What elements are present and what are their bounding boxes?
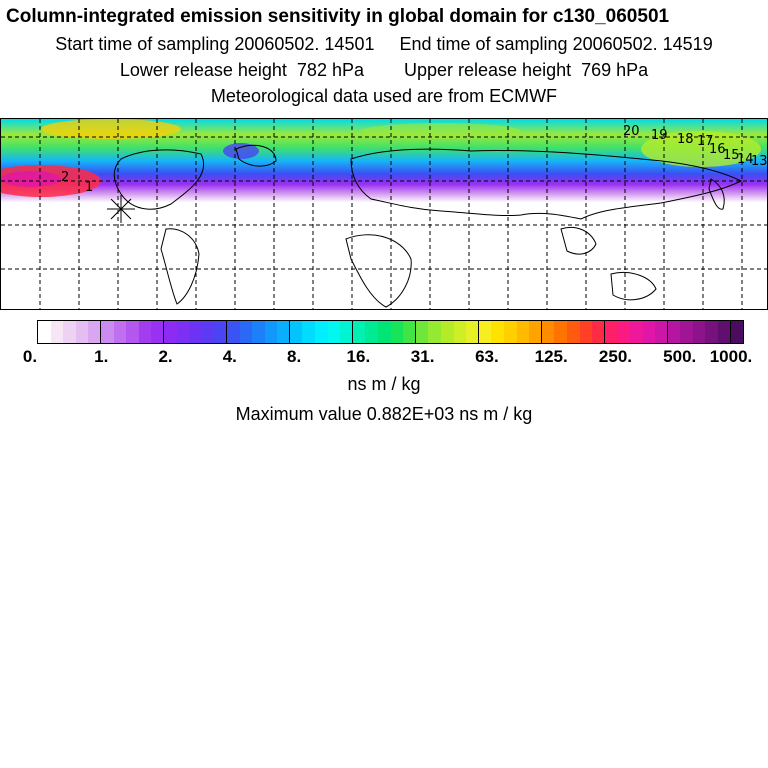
colorbar-tick-label: 16. (346, 347, 371, 366)
colorbar-swatch (365, 321, 379, 343)
colorbar-units: ns m / kg (347, 374, 421, 394)
plot-title: Column-integrated emission sensitivity i… (6, 6, 670, 27)
colorbar-tick-label: 4. (222, 347, 237, 366)
hotspot-center (361, 123, 521, 139)
colorbar-swatch (176, 321, 190, 343)
colorbar-swatch (189, 321, 202, 343)
sampling-time-line: Start time of sampling 20060502. 14501 E… (55, 34, 713, 54)
contour-labels: 20 19 18 17 16 15 14 13 2 1 (61, 124, 767, 195)
colorbar-swatch (277, 321, 290, 343)
contour-label: 18 (677, 132, 694, 147)
colorbar-swatch (516, 321, 530, 343)
colorbar-swatch (415, 321, 429, 343)
colorbar-swatch (428, 321, 441, 343)
maximum-value-label: Maximum value 0.882E+03 ns m / kg (235, 404, 533, 424)
colorbar-swatch (718, 321, 731, 343)
contour-label: 14 (737, 152, 754, 167)
hotspot-arctic (223, 143, 259, 159)
colorbar-swatch (403, 321, 416, 343)
coastlines (113, 145, 743, 308)
colorbar-swatch (441, 321, 454, 343)
colorbar-swatch (315, 321, 328, 343)
release-height-line: Lower release height 782 hPa Upper relea… (119, 60, 649, 80)
colorbar-swatch (340, 321, 353, 343)
hotspot-east (641, 131, 761, 167)
contour-label: 2 (61, 170, 69, 185)
colorbar-swatch (692, 321, 706, 343)
colorbar-swatch (617, 321, 630, 343)
colorbar-swatch (478, 321, 492, 343)
colorbar-swatch (151, 321, 164, 343)
colorbar-swatch (378, 321, 391, 343)
contour-label: 19 (651, 128, 668, 143)
colorbar-swatch (113, 321, 127, 343)
colorbar-swatch (214, 321, 227, 343)
colorbar-swatch (201, 321, 215, 343)
contour-label: 15 (723, 148, 740, 163)
colorbar-swatch (302, 321, 316, 343)
colorbar-swatch (88, 321, 101, 343)
hotspot-north (41, 119, 181, 139)
colorbar-tick-label: 1000. (709, 347, 753, 366)
colorbar-swatch (138, 321, 152, 343)
colorbar-swatch (390, 321, 404, 343)
map-canvas: 20 19 18 17 16 15 14 13 2 1 (1, 119, 767, 309)
colorbar-swatch (38, 321, 51, 343)
colorbar-swatch (541, 321, 555, 343)
colorbar-swatch (126, 321, 139, 343)
colorbar-tick-label: 31. (410, 347, 435, 366)
colorbar-swatch (327, 321, 341, 343)
met-data-line: Meteorological data used are from ECMWF (210, 86, 558, 106)
colorbar-swatch (680, 321, 693, 343)
colorbar-swatch (642, 321, 656, 343)
colorbar-swatch (352, 321, 366, 343)
contour-label: 1 (85, 180, 93, 195)
colorbar-tick-label: 500. (663, 347, 697, 366)
colorbar-swatch (289, 321, 303, 343)
colorbar-swatch (554, 321, 567, 343)
colorbar-tick-label: 125. (534, 347, 568, 366)
colorbar-tick-label: 63. (475, 347, 499, 366)
colorbar-swatch (63, 321, 76, 343)
contour-label: 20 (623, 124, 640, 139)
colorbar (37, 320, 744, 344)
colorbar-swatch (705, 321, 719, 343)
colorbar-swatch (264, 321, 278, 343)
sensitivity-field (1, 119, 767, 250)
colorbar-swatch (529, 321, 542, 343)
colorbar-swatch (491, 321, 504, 343)
colorbar-swatch (252, 321, 265, 343)
colorbar-swatch (655, 321, 668, 343)
colorbar-swatch (239, 321, 253, 343)
colorbar-tick-label: 1. (94, 347, 109, 366)
contour-label: 16 (709, 142, 726, 157)
colorbar-tick-label: 250. (598, 347, 632, 366)
colorbar-swatch (75, 321, 89, 343)
colorbar-tick-label: 8. (286, 347, 302, 366)
colorbar-swatch (730, 321, 744, 343)
colorbar-swatch (503, 321, 517, 343)
colorbar-swatch (453, 321, 467, 343)
contour-label: 17 (697, 134, 714, 149)
colorbar-swatch (566, 321, 580, 343)
colorbar-swatch (604, 321, 618, 343)
colorbar-swatch (592, 321, 605, 343)
colorbar-swatch (579, 321, 593, 343)
colorbar-swatch (667, 321, 681, 343)
colorbar-tick-labels: 0. 1. 2. 4. 8. 16. 31. 63. 125. 250. 500. 1000. (0, 347, 768, 369)
colorbar-swatch (466, 321, 479, 343)
colorbar-tick-label: 0. (22, 347, 38, 366)
colorbar-swatch (163, 321, 177, 343)
colorbar-swatch (50, 321, 64, 343)
lat-lon-grid (1, 119, 767, 309)
colorbar-tick-label: 2. (158, 347, 173, 366)
colorbar-swatch (226, 321, 240, 343)
colorbar-swatch (629, 321, 643, 343)
emission-sensitivity-map: 20 19 18 17 16 15 14 13 2 1 (0, 118, 768, 310)
contour-label: 13 (751, 154, 767, 169)
hotspot-pacific-core (1, 171, 61, 187)
colorbar-swatch (100, 321, 114, 343)
release-star-marker (107, 195, 135, 223)
